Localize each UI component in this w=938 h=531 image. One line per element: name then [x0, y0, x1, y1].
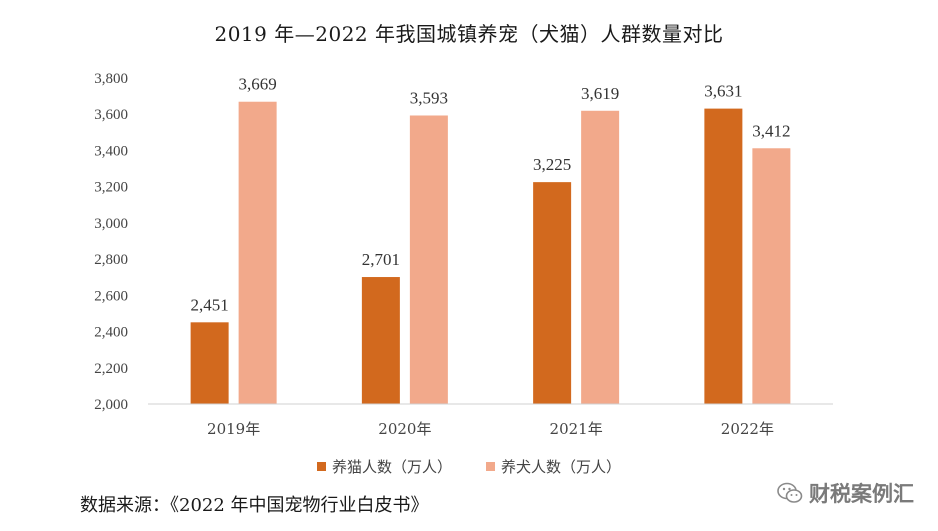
y-tick-label: 2,000 — [94, 397, 128, 413]
y-tick-label: 3,800 — [94, 71, 128, 87]
x-axis: 2019年 2020年 2021年 2022年 — [148, 403, 833, 438]
chart-legend: 养猫人数（万人） 养犬人数（万人） — [0, 456, 938, 477]
watermark: 财税案例汇 — [777, 478, 914, 508]
x-tick-label: 2020年 — [378, 420, 431, 438]
y-tick-label: 3,400 — [94, 143, 128, 159]
x-tick-label: 2019年 — [207, 420, 260, 438]
legend-item-cats: 养猫人数（万人） — [316, 456, 452, 477]
data-label: 3,631 — [704, 82, 742, 101]
legend-item-dogs: 养犬人数（万人） — [486, 456, 621, 477]
bar-cats — [704, 108, 743, 404]
bar-dogs — [409, 115, 448, 405]
data-label: 3,619 — [581, 84, 619, 103]
bar-dogs — [752, 148, 791, 404]
data-label: 3,412 — [752, 121, 790, 140]
legend-label-cats: 养猫人数（万人） — [331, 458, 452, 476]
legend-swatch-cats — [316, 462, 326, 471]
legend-label-dogs: 养犬人数（万人） — [501, 458, 622, 476]
data-label: 3,669 — [239, 75, 277, 94]
data-label: 2,451 — [191, 295, 229, 314]
bar-dogs — [581, 110, 620, 404]
y-tick-label: 3,600 — [94, 107, 128, 123]
y-axis: 2,000 2,200 2,400 2,600 2,800 3,000 3,200 3,400… — [94, 71, 128, 413]
data-source: 数据来源：《2022 年中国宠物行业白皮书》 — [80, 495, 429, 516]
y-tick-label: 2,600 — [94, 288, 128, 304]
y-tick-label: 2,800 — [94, 252, 128, 268]
wechat-icon — [777, 482, 803, 503]
data-label: 2,701 — [362, 250, 400, 269]
bar-cats — [533, 182, 572, 404]
data-label: 3,593 — [410, 88, 448, 107]
bar-dogs — [238, 101, 277, 404]
x-tick-label: 2021年 — [550, 420, 603, 438]
y-tick-label: 3,000 — [94, 216, 128, 232]
chart-title: 2019 年—2022 年我国城镇养宠（犬猫）人群数量对比 — [214, 22, 724, 46]
bar-cats — [190, 322, 229, 404]
data-label: 3,225 — [533, 155, 571, 174]
bar-cats — [361, 277, 400, 404]
legend-swatch-dogs — [486, 462, 495, 471]
x-tick-label: 2022年 — [721, 420, 774, 438]
bar-chart: 2,000 2,200 2,400 2,600 2,800 3,000 3,200 3,400… — [94, 71, 833, 438]
watermark-text: 财税案例汇 — [809, 482, 914, 506]
y-tick-label: 3,200 — [94, 180, 128, 196]
y-tick-label: 2,200 — [94, 361, 128, 377]
y-tick-label: 2,400 — [94, 325, 128, 341]
bars: 2,451 3,669 2,701 3,593 3,225 3,619 3,631 3,412 — [190, 75, 791, 405]
